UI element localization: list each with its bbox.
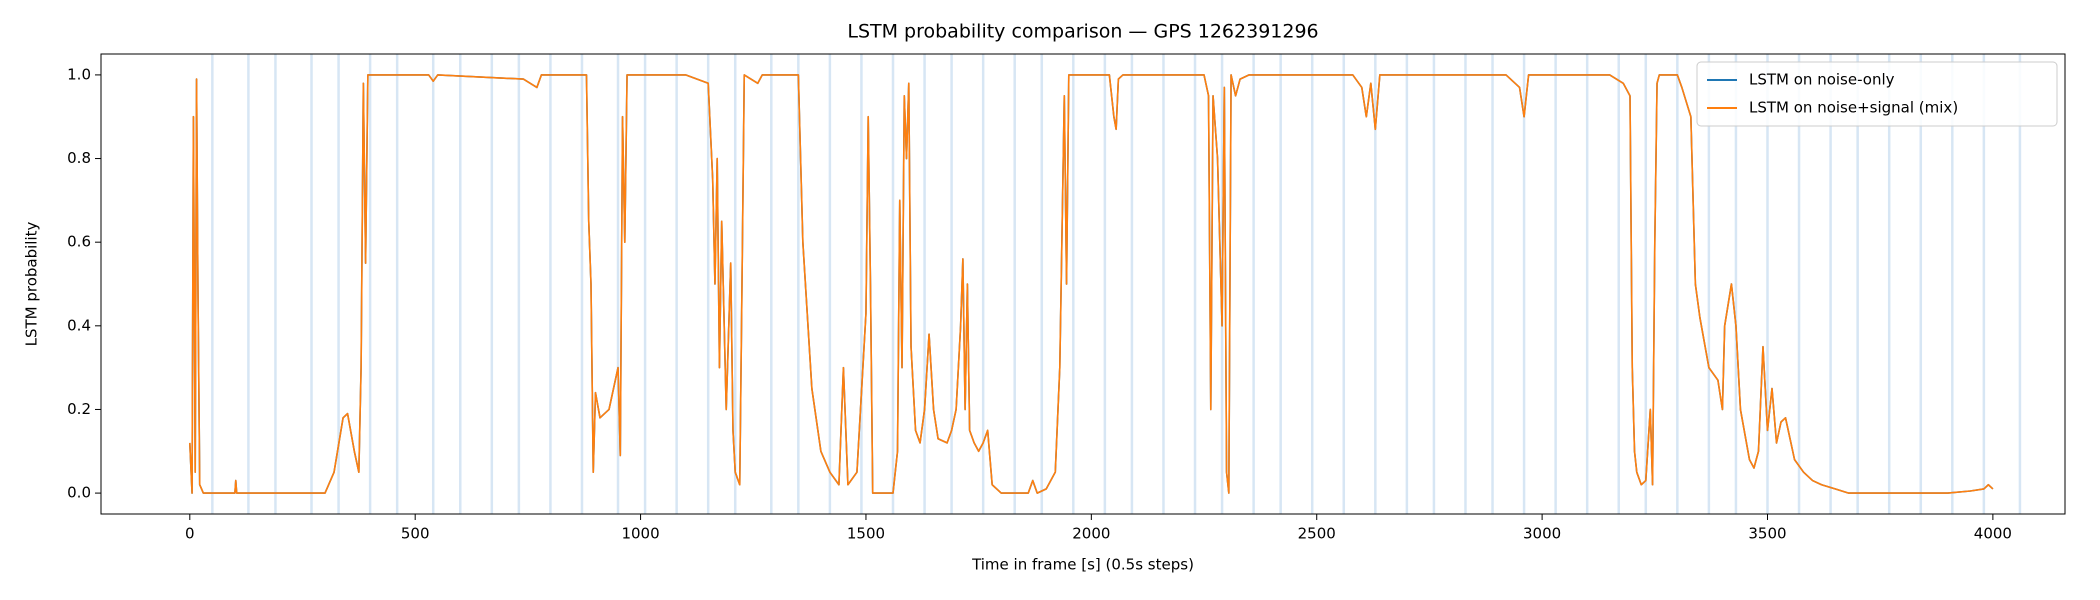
y-tick-label: 0.0 (67, 484, 91, 502)
legend: LSTM on noise-only LSTM on noise+signal (… (1696, 61, 2058, 127)
x-tick-label: 3000 (1523, 525, 1561, 543)
legend-box (1696, 61, 2058, 127)
x-tick-label: 1500 (847, 525, 885, 543)
chart-title: LSTM probability comparison — GPS 126239… (847, 21, 1318, 43)
y-tick-label: 0.4 (67, 316, 91, 334)
legend-label: LSTM on noise-only (1749, 71, 1895, 89)
series-line (189, 74, 1994, 494)
x-tick-label: 500 (401, 525, 430, 543)
x-axis-label: Time in frame [s] (0.5s steps) (971, 556, 1194, 574)
x-tick-label: 0 (185, 525, 195, 543)
plot-frame (100, 53, 2066, 515)
x-tick-label: 2500 (1298, 525, 1336, 543)
y-tick-label: 0.6 (67, 233, 91, 251)
x-tick-label: 3500 (1748, 525, 1786, 543)
y-axis-label: LSTM probability (23, 221, 41, 346)
legend-label: LSTM on noise+signal (mix) (1749, 99, 1958, 117)
y-tick-label: 0.2 (67, 400, 91, 418)
x-tick-label: 4000 (1974, 525, 2012, 543)
y-tick-label: 1.0 (67, 65, 91, 83)
x-tick-label: 1000 (621, 525, 659, 543)
x-tick-label: 2000 (1072, 525, 1110, 543)
y-tick-label: 0.8 (67, 149, 91, 167)
